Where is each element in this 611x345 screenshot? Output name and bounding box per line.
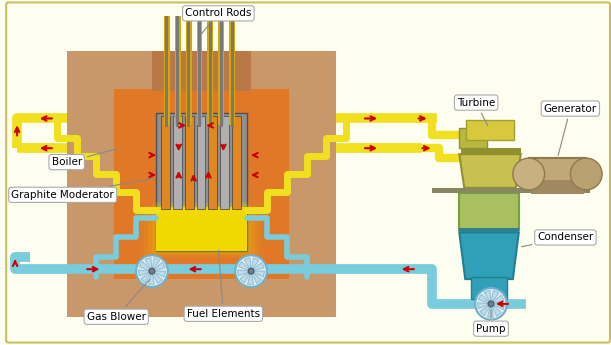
Bar (209, 16, 212, 127)
Polygon shape (251, 258, 259, 271)
Bar (176, 16, 179, 127)
Circle shape (488, 301, 494, 307)
Bar (175, 16, 181, 125)
Circle shape (570, 158, 602, 190)
Text: Condenser: Condenser (522, 233, 593, 247)
Polygon shape (478, 303, 491, 308)
Bar (156, 112, 247, 251)
Polygon shape (238, 262, 251, 271)
Bar (221, 117, 229, 209)
Bar (531, 180, 584, 194)
Polygon shape (491, 304, 505, 309)
Bar (187, 16, 190, 127)
Circle shape (149, 268, 155, 274)
Polygon shape (459, 233, 519, 279)
Circle shape (235, 255, 267, 287)
Bar (156, 202, 247, 251)
Bar (529, 158, 586, 190)
Polygon shape (152, 263, 165, 271)
Text: Control Rods: Control Rods (185, 8, 252, 34)
Circle shape (248, 268, 254, 274)
Polygon shape (145, 258, 152, 271)
Bar (148, 206, 255, 255)
Bar (166, 16, 168, 127)
Polygon shape (139, 262, 152, 271)
Polygon shape (247, 271, 254, 284)
Bar (459, 128, 487, 148)
Text: Graphite Moderator: Graphite Moderator (12, 178, 153, 200)
Bar (208, 117, 218, 209)
Bar (459, 228, 519, 233)
Polygon shape (491, 290, 499, 304)
Polygon shape (251, 271, 265, 277)
Polygon shape (141, 271, 152, 283)
Text: Boiler: Boiler (51, 149, 117, 167)
Polygon shape (488, 304, 493, 317)
Polygon shape (244, 258, 251, 271)
Bar (431, 188, 590, 193)
Bar (185, 117, 194, 209)
Polygon shape (238, 270, 251, 276)
Bar (229, 16, 235, 125)
FancyBboxPatch shape (6, 2, 610, 343)
Circle shape (475, 288, 507, 320)
Bar (220, 16, 223, 127)
Polygon shape (478, 294, 491, 304)
Circle shape (136, 255, 168, 287)
Circle shape (513, 158, 544, 190)
Bar (144, 208, 259, 257)
Polygon shape (251, 271, 262, 283)
Bar (67, 51, 114, 317)
Polygon shape (480, 304, 491, 316)
Text: Fuel Elements: Fuel Elements (187, 250, 260, 319)
Polygon shape (152, 271, 163, 283)
Polygon shape (459, 193, 519, 229)
Bar (461, 148, 521, 154)
Bar (466, 120, 514, 140)
Polygon shape (139, 270, 152, 276)
Bar (218, 16, 224, 125)
Polygon shape (240, 271, 251, 283)
Bar (173, 117, 181, 209)
Bar (471, 277, 507, 299)
Bar (197, 16, 202, 125)
Polygon shape (152, 271, 166, 277)
Bar (140, 210, 263, 259)
Text: Generator: Generator (544, 104, 597, 156)
Bar (161, 117, 170, 209)
Bar (67, 277, 336, 317)
Text: Gas Blower: Gas Blower (87, 279, 150, 322)
Bar (529, 158, 586, 190)
Polygon shape (152, 258, 159, 271)
Text: Pump: Pump (477, 309, 506, 334)
Text: Turbine: Turbine (457, 98, 496, 126)
Bar (67, 51, 336, 91)
Bar (231, 16, 234, 127)
Bar (164, 16, 170, 125)
Polygon shape (459, 154, 521, 188)
Bar (232, 117, 241, 209)
Bar (186, 16, 192, 125)
Polygon shape (485, 290, 491, 304)
Bar (208, 16, 213, 125)
Bar (198, 16, 201, 127)
Bar (152, 204, 251, 253)
Bar (152, 51, 251, 91)
Polygon shape (251, 263, 264, 271)
Polygon shape (491, 295, 504, 304)
Polygon shape (491, 304, 502, 316)
Bar (289, 51, 336, 317)
Bar (114, 89, 289, 279)
Bar (197, 117, 205, 209)
Polygon shape (148, 271, 154, 284)
Bar (156, 207, 247, 251)
